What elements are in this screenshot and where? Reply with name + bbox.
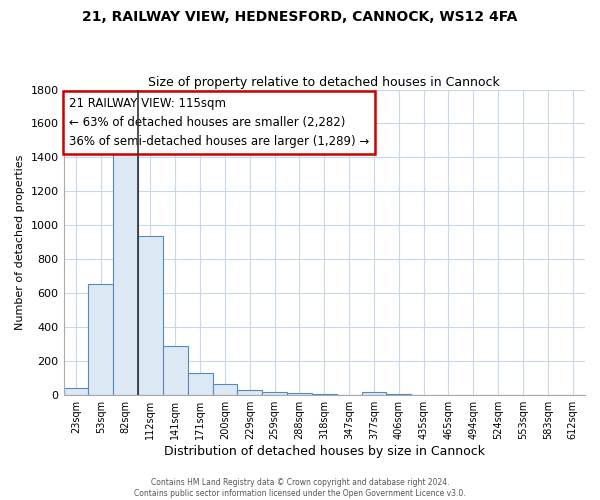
Text: Contains HM Land Registry data © Crown copyright and database right 2024.
Contai: Contains HM Land Registry data © Crown c… (134, 478, 466, 498)
Bar (262, 392, 287, 394)
Bar (287, 393, 312, 394)
Title: Size of property relative to detached houses in Cannock: Size of property relative to detached ho… (148, 76, 500, 90)
Bar (188, 372, 212, 394)
X-axis label: Distribution of detached houses by size in Cannock: Distribution of detached houses by size … (164, 444, 485, 458)
Y-axis label: Number of detached properties: Number of detached properties (15, 154, 25, 330)
Bar (88, 284, 113, 395)
Bar (64, 388, 88, 394)
Bar (138, 236, 163, 394)
Text: 21 RAILWAY VIEW: 115sqm
← 63% of detached houses are smaller (2,282)
36% of semi: 21 RAILWAY VIEW: 115sqm ← 63% of detache… (69, 97, 369, 148)
Bar (163, 346, 188, 395)
Bar (113, 146, 138, 394)
Bar (238, 390, 262, 394)
Text: 21, RAILWAY VIEW, HEDNESFORD, CANNOCK, WS12 4FA: 21, RAILWAY VIEW, HEDNESFORD, CANNOCK, W… (82, 10, 518, 24)
Bar (362, 392, 386, 394)
Bar (212, 384, 238, 394)
